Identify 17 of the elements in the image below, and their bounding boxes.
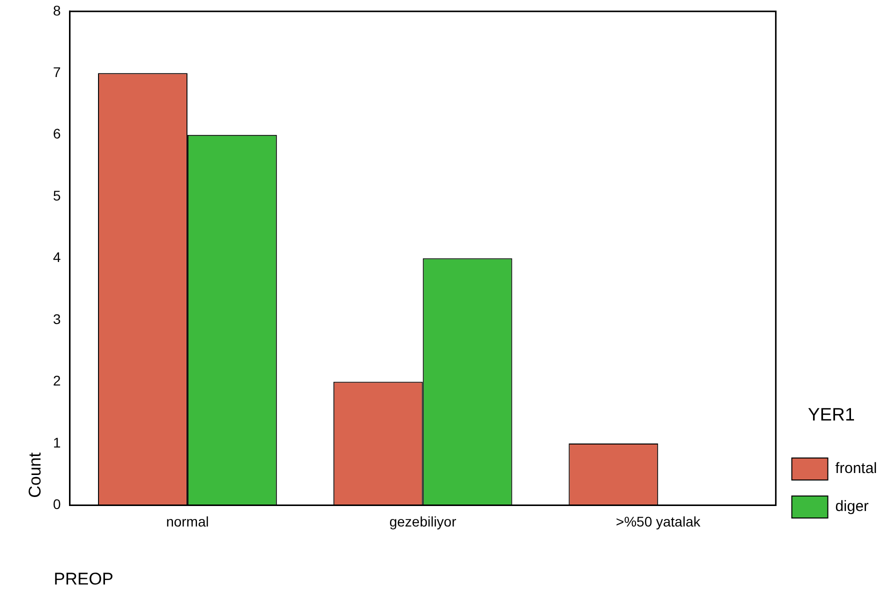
y-tick-label: 8 <box>52 2 61 18</box>
x-tick-label: normal <box>166 513 209 530</box>
x-tick-label: gezebiliyor <box>389 513 457 530</box>
y-axis-title: Count <box>26 452 45 498</box>
legend-title: YER1 <box>808 404 855 424</box>
y-tick-label: 2 <box>52 372 61 389</box>
y-tick-label: 6 <box>52 126 61 142</box>
y-tick-label: 3 <box>52 310 61 327</box>
x-axis-title: PREOP <box>54 570 114 589</box>
x-tick-label: >%50 yatalak <box>616 513 702 530</box>
y-tick-label: 4 <box>52 249 61 266</box>
y-tick-label: 0 <box>52 496 61 512</box>
y-tick-label: 7 <box>52 64 61 80</box>
legend-label: diger <box>835 498 869 516</box>
legend-label: frontal <box>835 460 878 478</box>
y-tick-label: 5 <box>52 187 61 204</box>
y-tick-label: 1 <box>52 434 61 450</box>
